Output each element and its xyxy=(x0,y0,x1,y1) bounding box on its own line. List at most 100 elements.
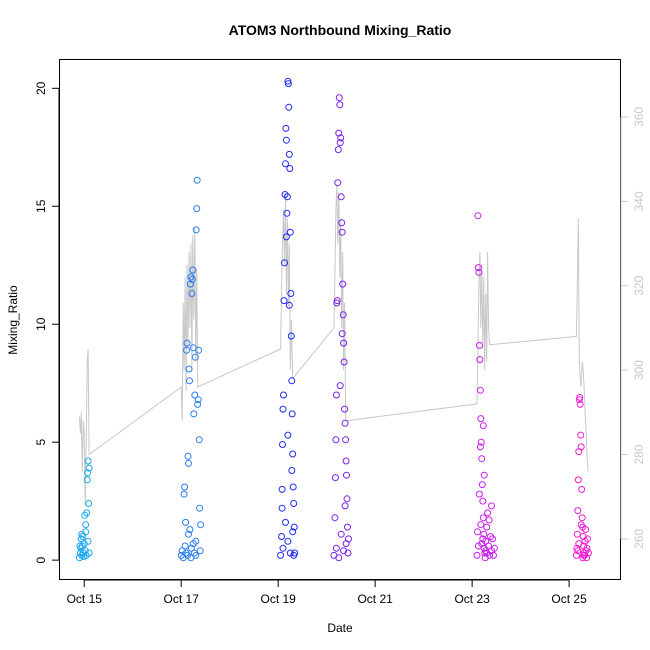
data-point xyxy=(476,443,484,451)
data-point xyxy=(337,193,345,201)
y-tick-label: 0 xyxy=(34,556,48,563)
x-axis: Oct 15 Oct 17 Oct 19 Oct 21 Oct 23 Oct 25 xyxy=(67,579,587,606)
y2-tick-label: 360 xyxy=(632,107,646,127)
data-point xyxy=(85,500,93,507)
data-point xyxy=(335,554,343,562)
data-point xyxy=(286,228,294,236)
data-point xyxy=(181,483,189,491)
data-point xyxy=(489,535,496,543)
y-tick-label: 15 xyxy=(34,199,48,213)
data-point xyxy=(85,464,93,472)
data-point xyxy=(81,547,89,555)
data-point xyxy=(574,476,582,484)
data-point xyxy=(287,290,295,297)
data-point xyxy=(281,259,288,267)
data-point xyxy=(341,419,349,427)
y2-tick-label: 300 xyxy=(632,360,646,380)
data-point xyxy=(483,523,491,531)
data-point xyxy=(84,457,92,465)
data-point xyxy=(485,516,493,524)
data-point xyxy=(192,551,200,559)
data-point xyxy=(332,544,340,552)
data-point xyxy=(193,205,201,213)
data-point xyxy=(473,551,481,559)
data-point xyxy=(282,136,290,144)
data-point xyxy=(342,540,350,548)
data-point xyxy=(577,443,585,451)
data-point xyxy=(84,537,92,545)
data-point xyxy=(340,547,348,555)
data-point xyxy=(576,400,584,408)
data-point xyxy=(290,500,298,507)
data-point xyxy=(285,103,293,111)
data-point xyxy=(284,80,292,88)
data-point xyxy=(331,474,339,482)
data-point xyxy=(480,471,488,479)
data-point xyxy=(283,193,291,201)
data-point xyxy=(284,431,292,439)
chart-title: ATOM3 Northbound Mixing_Ratio xyxy=(229,22,452,38)
data-point xyxy=(282,160,289,168)
data-point xyxy=(583,544,591,552)
y-axis-left: 0 5 10 15 20 xyxy=(34,81,60,563)
data-point xyxy=(475,268,483,276)
data-point xyxy=(333,297,341,305)
data-point xyxy=(288,467,296,474)
data-point xyxy=(284,537,292,545)
data-point xyxy=(575,540,583,548)
secondary-series-line xyxy=(78,184,589,506)
data-point xyxy=(337,134,345,142)
data-point xyxy=(181,542,189,550)
data-point xyxy=(335,129,343,137)
data-point xyxy=(479,514,487,522)
y2-tick-label: 320 xyxy=(632,275,646,295)
data-point xyxy=(479,422,487,430)
data-point xyxy=(290,551,298,559)
data-point xyxy=(477,438,485,446)
data-point xyxy=(488,502,495,510)
data-point xyxy=(334,179,342,187)
data-point xyxy=(190,410,198,418)
data-point xyxy=(196,504,204,512)
data-point xyxy=(332,436,340,444)
data-point xyxy=(278,485,286,493)
x-tick-label: Oct 23 xyxy=(454,592,490,606)
data-point xyxy=(474,264,482,272)
data-point xyxy=(479,535,487,543)
data-point xyxy=(334,146,342,154)
data-point xyxy=(336,139,344,147)
data-point xyxy=(194,400,202,408)
data-point xyxy=(478,455,486,463)
data-point xyxy=(195,346,203,354)
data-point xyxy=(280,391,287,399)
data-point xyxy=(186,280,194,288)
data-point xyxy=(288,410,296,418)
data-point xyxy=(338,330,346,338)
data-point xyxy=(286,165,294,172)
data-point xyxy=(475,341,483,349)
data-point xyxy=(75,554,83,562)
data-point xyxy=(189,266,197,274)
data-point xyxy=(340,339,348,347)
data-points-group xyxy=(75,77,592,562)
data-point xyxy=(196,547,204,555)
data-point xyxy=(186,526,194,533)
data-point xyxy=(475,490,483,498)
data-point xyxy=(76,542,84,550)
data-point xyxy=(185,365,193,373)
data-point xyxy=(336,382,344,390)
data-point xyxy=(338,219,346,227)
data-point xyxy=(183,346,190,354)
data-point xyxy=(339,311,347,319)
data-point xyxy=(279,441,286,448)
data-point xyxy=(344,523,351,531)
data-point xyxy=(188,275,196,283)
x-tick-label: Oct 17 xyxy=(164,592,200,606)
data-point xyxy=(474,212,482,220)
data-point xyxy=(574,507,582,515)
data-point xyxy=(577,521,585,529)
data-point xyxy=(582,526,590,533)
data-point xyxy=(278,533,286,540)
data-point xyxy=(577,431,585,439)
